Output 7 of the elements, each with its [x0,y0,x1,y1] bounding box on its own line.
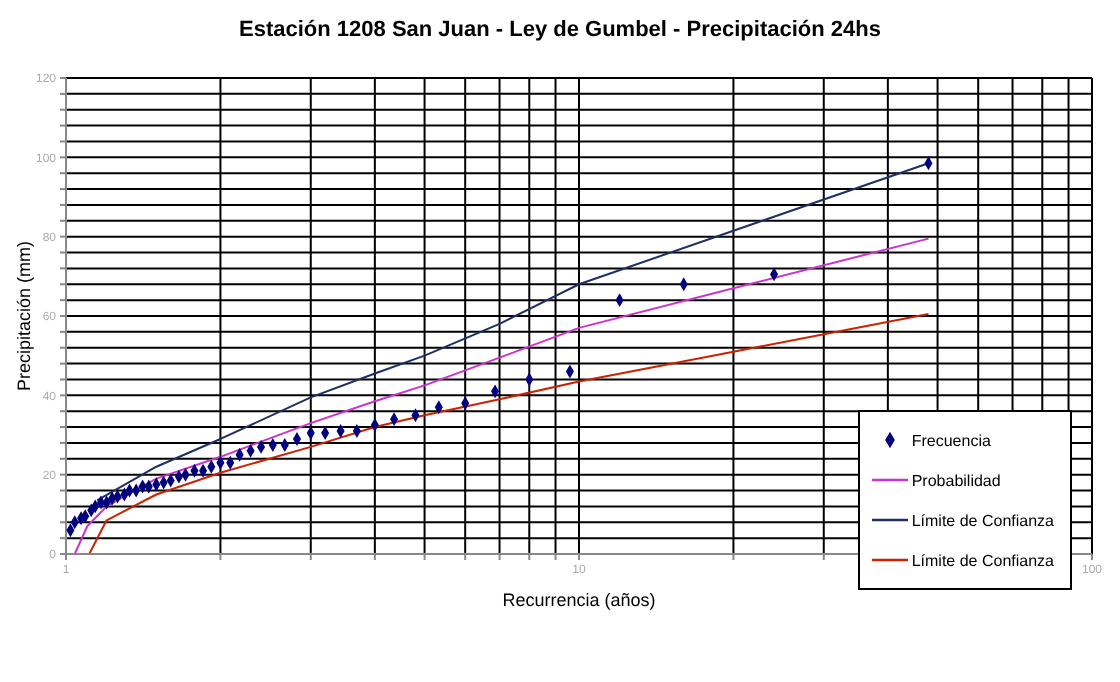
legend-label: Límite de Confianza [911,511,1054,529]
legend-label: Probabilidad [911,471,1001,489]
legend-label: Frecuencia [911,431,991,449]
legend-label: Límite de Confianza [911,551,1054,569]
chart-title: Estación 1208 San Juan - Ley de Gumbel - Precipitación 24hs [237,18,883,42]
x-axis-title: Recurrencia (años) [502,590,656,610]
y-axis-title: Precipitación (mm) [14,240,34,392]
